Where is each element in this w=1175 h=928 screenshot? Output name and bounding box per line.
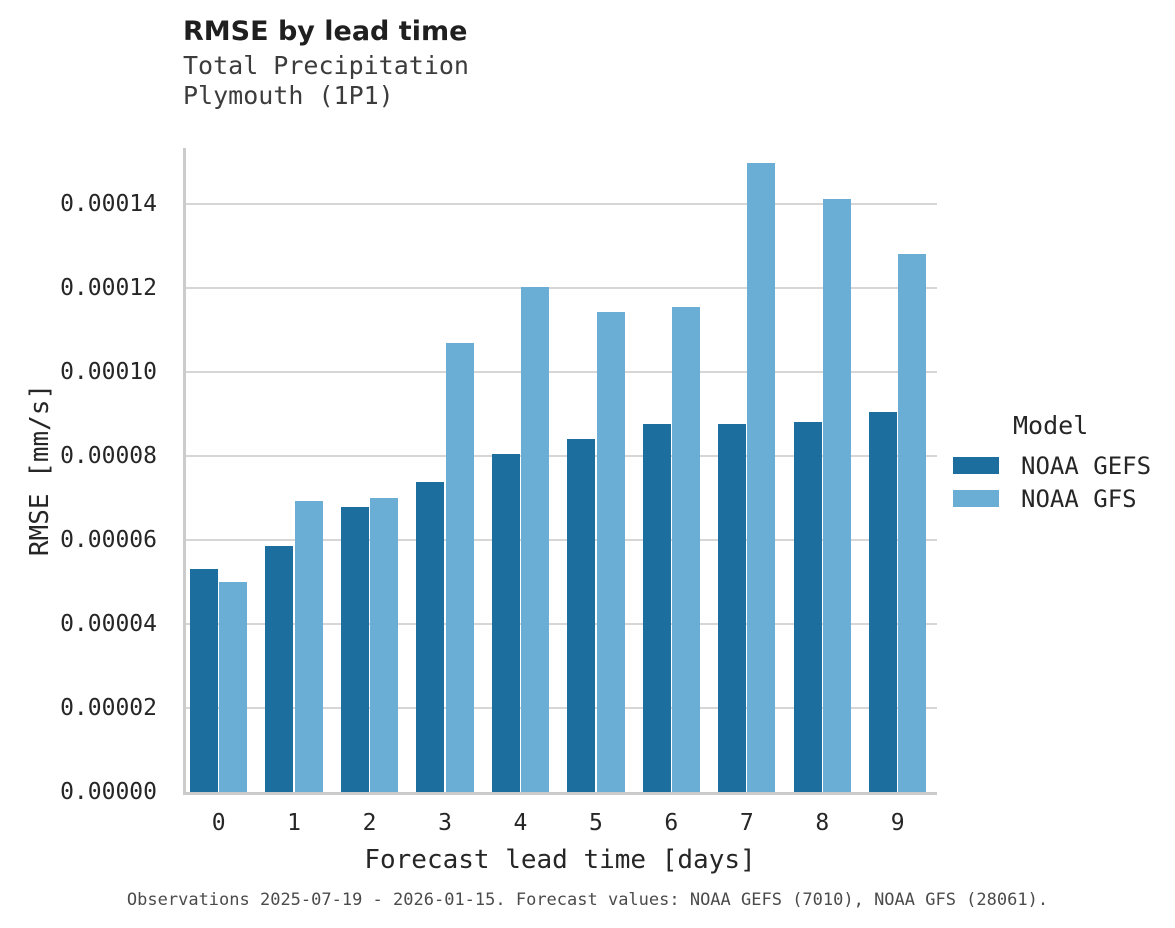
legend-swatch-noaa-gfs — [953, 490, 999, 507]
gridline — [185, 539, 937, 541]
gridline — [185, 707, 937, 709]
bar-noaa-gfs — [521, 286, 550, 792]
legend: Model NOAA GEFS NOAA GFS — [953, 411, 1151, 515]
bar-noaa-gfs — [747, 163, 776, 792]
bar-noaa-gfs — [672, 306, 700, 792]
bar-noaa-gfs — [370, 498, 399, 792]
legend-label: NOAA GEFS — [1021, 451, 1152, 480]
plot-area — [183, 148, 937, 795]
bar-noaa-gefs — [869, 411, 898, 792]
chart-subtitle: Total Precipitation Plymouth (1P1) — [183, 51, 469, 111]
y-tick-label: 0.00012 — [60, 274, 157, 301]
gridline — [185, 371, 937, 373]
bar-noaa-gfs — [898, 253, 927, 792]
bar-noaa-gefs — [265, 546, 294, 792]
x-tick-label: 6 — [664, 810, 679, 836]
y-tick-label: 0.00008 — [60, 442, 157, 469]
y-tick-label: 0.00006 — [60, 526, 157, 553]
x-axis-line — [183, 792, 937, 795]
legend-entry: NOAA GFS — [953, 482, 1151, 515]
x-tick-label: 1 — [287, 810, 302, 836]
legend-entries: NOAA GEFS NOAA GFS — [953, 449, 1151, 515]
subtitle-variable: Total Precipitation — [183, 51, 469, 80]
legend-entry: NOAA GEFS — [953, 449, 1151, 482]
x-tick-label: 9 — [890, 810, 905, 836]
x-tick-label: 7 — [739, 810, 754, 836]
bar-noaa-gefs — [793, 421, 822, 792]
bar-noaa-gefs — [642, 423, 671, 792]
bar-noaa-gefs — [718, 423, 747, 792]
legend-swatch-noaa-gefs — [953, 457, 999, 474]
bar-noaa-gefs — [491, 453, 520, 792]
chart-title: RMSE by lead time — [183, 16, 468, 47]
x-tick-label: 8 — [815, 810, 830, 836]
legend-title: Model — [1013, 411, 1089, 440]
bar-noaa-gfs — [445, 343, 474, 792]
y-tick-label: 0.00004 — [60, 610, 157, 637]
y-tick-label: 0.00010 — [60, 358, 157, 385]
gridline — [185, 287, 937, 289]
footer-note: Observations 2025-07-19 - 2026-01-15. Fo… — [126, 890, 1049, 910]
bar-noaa-gefs — [567, 439, 596, 792]
subtitle-station: Plymouth (1P1) — [183, 81, 394, 110]
gridline — [185, 455, 937, 457]
legend-label: NOAA GFS — [1021, 484, 1137, 513]
bar-noaa-gfs — [822, 198, 851, 792]
x-tick-label: 0 — [211, 810, 226, 836]
gridline — [185, 623, 937, 625]
gridline — [185, 203, 937, 205]
y-tick-label: 0.00000 — [60, 779, 157, 805]
bar-noaa-gfs — [596, 311, 625, 792]
x-tick-label: 4 — [513, 810, 528, 836]
bar-noaa-gefs — [190, 569, 218, 792]
bar-noaa-gfs — [294, 500, 323, 792]
bar-noaa-gfs — [219, 582, 248, 792]
bar-noaa-gefs — [416, 482, 445, 792]
x-tick-label: 5 — [588, 810, 603, 836]
bar-noaa-gefs — [340, 507, 369, 792]
y-tick-label: 0.00002 — [60, 694, 157, 721]
x-tick-label: 2 — [362, 810, 377, 836]
x-axis-title: Forecast lead time [days] — [364, 845, 756, 875]
x-tick-label: 3 — [438, 810, 452, 836]
y-axis-line — [183, 148, 186, 792]
y-tick-label: 0.00014 — [60, 190, 157, 217]
